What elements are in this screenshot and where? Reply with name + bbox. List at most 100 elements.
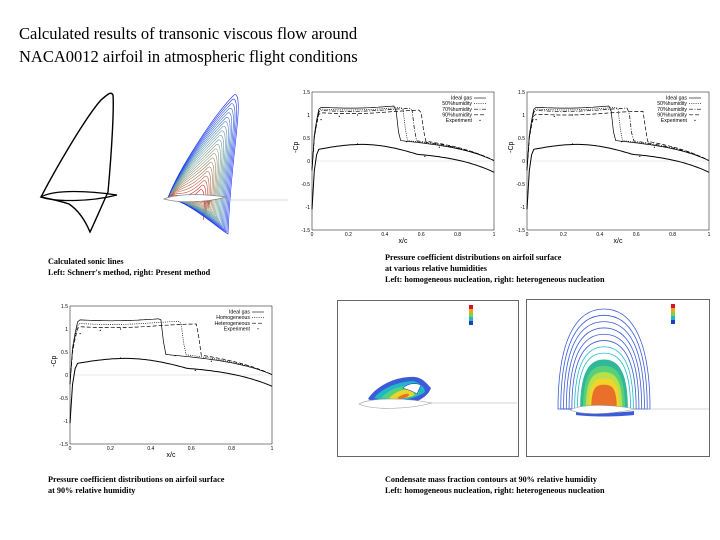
x-tick-label: 0.2 — [107, 446, 114, 452]
x-tick-label: 0.6 — [633, 232, 640, 238]
y-tick-label: 1.5 — [518, 90, 525, 96]
series-line — [311, 109, 495, 171]
experiment-point — [119, 357, 122, 359]
experiment-point — [356, 114, 359, 116]
caption-line: Calculated sonic lines — [48, 257, 124, 266]
sonic-contour — [167, 153, 218, 213]
legend-label: Heterogeneous — [215, 321, 251, 327]
sonic-contour — [167, 125, 228, 223]
legend-marker — [694, 119, 696, 121]
experiment-point — [210, 360, 212, 362]
sonic-lines-caption: Calculated sonic lines Left: Schnerr's m… — [48, 256, 210, 278]
series-line — [526, 107, 710, 171]
experiment-point — [79, 333, 81, 335]
x-axis-label: x/c — [167, 452, 176, 459]
experiment-point — [356, 143, 359, 145]
condensate-contour — [568, 333, 640, 410]
x-tick-label: 0.2 — [560, 232, 567, 238]
sonic-line-present-figure — [162, 94, 288, 235]
airfoil-outline — [162, 194, 227, 203]
slide-title-line-2: NACA0012 airfoil in atmospheric flight c… — [19, 47, 358, 66]
lower-surface-line — [526, 143, 710, 210]
x-tick-label: 1 — [271, 446, 274, 452]
condensate-contour — [576, 352, 632, 410]
series-line — [526, 107, 710, 171]
caption-line: Pressure coefficient distributions on ai… — [385, 253, 562, 262]
y-tick-label: 0 — [65, 373, 68, 379]
y-tick-label: 0.5 — [303, 136, 310, 142]
caption-line: at 90% relative humidity — [48, 486, 136, 495]
x-tick-label: 0.8 — [228, 446, 235, 452]
sonic-contour — [167, 107, 234, 230]
y-tick-label: -1 — [64, 419, 69, 425]
experiment-point — [571, 143, 574, 145]
experiment-point — [320, 119, 322, 121]
x-tick-label: 1 — [708, 232, 711, 238]
x-tick-label: 0.8 — [669, 232, 676, 238]
experiment-point — [535, 119, 537, 121]
x-axis-label: x/c — [614, 238, 623, 245]
y-tick-label: 0.5 — [61, 350, 68, 356]
airfoil-outline — [39, 190, 118, 202]
series-line — [69, 320, 273, 385]
legend-label: Experiment — [661, 118, 688, 124]
condensate-contours — [368, 376, 431, 405]
series-line — [311, 107, 495, 171]
sonic-contour — [167, 121, 229, 225]
x-tick-label: 0.4 — [381, 232, 388, 238]
condensate-heterogeneous-figure — [526, 299, 710, 457]
y-axis-label: -Cp — [51, 355, 58, 366]
y-axis-label: -Cp — [508, 141, 515, 152]
humidity-caption: Pressure coefficient distributions on ai… — [385, 252, 605, 285]
caption-line: at various relative humidities — [385, 264, 487, 273]
experiment-point — [174, 355, 176, 357]
color-bar — [671, 304, 675, 324]
x-tick-label: 0 — [526, 232, 529, 238]
slide-title-line-1: Calculated results of transonic viscous … — [19, 24, 358, 43]
sonic-contour — [167, 116, 231, 226]
condensate-contour — [574, 346, 634, 410]
y-tick-label: -1 — [521, 205, 526, 211]
caption-line: Pressure coefficient distributions on ai… — [48, 475, 225, 484]
y-tick-label: -0.5 — [59, 396, 68, 402]
sonic-contour — [167, 94, 239, 235]
legend-label: 90%humidity — [657, 112, 687, 118]
experiment-point — [553, 115, 555, 117]
lower-surface-line — [311, 143, 495, 210]
x-tick-label: 0.2 — [345, 232, 352, 238]
sonic-contour — [167, 148, 220, 214]
x-tick-label: 0 — [69, 446, 72, 452]
slide-title: Calculated results of transonic viscous … — [19, 22, 358, 68]
cp-chart-homogeneous: 1.510.50-0.5-1-1.50 0.2 0.4 0.6 0.8 1x/c-CpId… — [293, 90, 496, 245]
cp-chart-90-humidity: 1.510.50-0.5-1-1.50 0.2 0.4 0.6 0.8 1x/c-CpId… — [51, 304, 274, 459]
sonic-contour — [167, 139, 223, 218]
y-tick-label: 0 — [307, 159, 310, 165]
legend-marker — [257, 328, 259, 330]
experiment-point — [406, 141, 408, 143]
y-tick-label: -0.5 — [301, 182, 310, 188]
cp-chart-heterogeneous: 1.510.50-0.5-1-1.50 0.2 0.4 0.6 0.8 1x/c-CpId… — [508, 90, 711, 245]
y-tick-label: 0.5 — [518, 136, 525, 142]
legend-label: Ideal gas — [451, 96, 472, 102]
condensate-contours — [557, 308, 651, 417]
condensate-contour — [557, 308, 651, 410]
x-tick-label: 0.6 — [418, 232, 425, 238]
y-tick-label: -1.5 — [301, 228, 310, 234]
y-tick-label: 1.5 — [61, 304, 68, 310]
x-tick-label: 0.4 — [147, 446, 154, 452]
condensate-contour — [560, 314, 648, 410]
y-tick-label: -1 — [306, 205, 311, 211]
experiment-point — [621, 141, 623, 143]
legend-label: Experiment — [224, 326, 251, 332]
y-tick-label: -0.5 — [516, 182, 525, 188]
legend-label: 50%humidity — [657, 101, 687, 107]
y-axis-label: -Cp — [293, 141, 300, 152]
sonic-contour — [167, 144, 221, 216]
sonic-contour — [167, 112, 233, 228]
caption-line: Left: Schnerr's method, right: Present m… — [48, 268, 211, 277]
sonic-line-schnerr — [39, 92, 114, 234]
y-tick-label: 1 — [522, 113, 525, 119]
condensate-homogeneous-figure — [337, 300, 519, 457]
experiment-point — [571, 114, 574, 116]
caption-line: Left: homogeneous nucleation, right: het… — [385, 275, 605, 284]
